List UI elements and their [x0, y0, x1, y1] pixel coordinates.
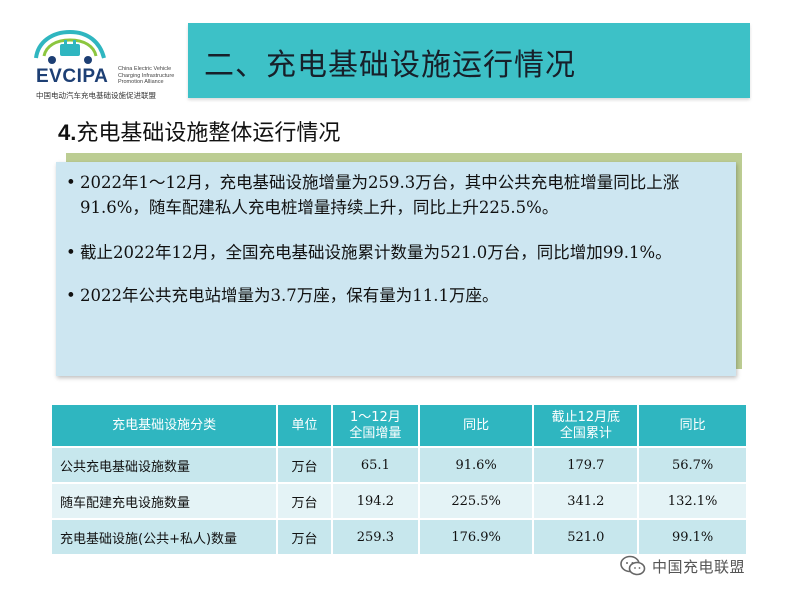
summary-panel: 2022年1～12月，充电基础设施增量为259.3万台，其中公共充电桩增量同比上… — [56, 162, 736, 376]
column-header: 同比 — [417, 403, 535, 448]
section-title: 4.充电基础设施整体运行情况 — [58, 115, 340, 147]
value-cell: 179.7 — [532, 446, 640, 484]
value-cell: 194.2 — [330, 482, 420, 520]
value-cell: 65.1 — [330, 446, 420, 484]
table-header-row: 充电基础设施分类 单位 1～12月 全国增量 同比 截止12月底 全国累计 同比 — [49, 403, 748, 448]
value-cell: 91.6% — [417, 446, 535, 484]
column-header: 充电基础设施分类 — [49, 403, 279, 448]
table-row: 随车配建充电设施数量 万台 194.2 225.5% 341.2 132.1% — [49, 482, 748, 520]
value-cell: 225.5% — [417, 482, 535, 520]
bullet-item: 2022年1～12月，充电基础设施增量为259.3万台，其中公共充电桩增量同比上… — [66, 170, 726, 220]
watermark-text: 中国充电联盟 — [652, 557, 746, 576]
category-cell: 充电基础设施(公共+私人)数量 — [49, 518, 279, 556]
wechat-watermark: 中国充电联盟 — [620, 553, 745, 579]
logo-chinese-name: 中国电动汽车充电基础设施促进联盟 — [36, 91, 156, 100]
table-row: 充电基础设施(公共+私人)数量 万台 259.3 176.9% 521.0 99… — [49, 518, 748, 556]
evcipa-logo: EVCIPA China Electric Vehicle Charging I… — [30, 20, 180, 104]
value-cell: 56.7% — [637, 446, 748, 484]
unit-cell: 万台 — [276, 518, 333, 556]
wechat-icon — [620, 555, 646, 576]
car-plug-icon — [34, 29, 106, 64]
bullet-list: 2022年1～12月，充电基础设施增量为259.3万台，其中公共充电桩增量同比上… — [56, 162, 736, 308]
table-row: 公共充电基础设施数量 万台 65.1 91.6% 179.7 56.7% — [49, 446, 748, 484]
value-cell: 341.2 — [532, 482, 640, 520]
statistics-table: 充电基础设施分类 单位 1～12月 全国增量 同比 截止12月底 全国累计 同比… — [49, 403, 748, 556]
section-number: 4. — [58, 120, 77, 145]
bullet-item: 截止2022年12月，全国充电基础设施累计数量为521.0万台，同比增加99.1… — [66, 240, 726, 265]
column-header: 单位 — [276, 403, 333, 448]
unit-cell: 万台 — [276, 482, 333, 520]
page-title: 二、充电基础设施运行情况 — [204, 48, 576, 83]
value-cell: 176.9% — [417, 518, 535, 556]
value-cell: 99.1% — [637, 518, 748, 556]
section-title-text: 充电基础设施整体运行情况 — [76, 121, 341, 146]
value-cell: 132.1% — [637, 482, 748, 520]
value-cell: 521.0 — [532, 518, 640, 556]
column-header: 1～12月 全国增量 — [330, 403, 420, 448]
logo-english-name: China Electric Vehicle Charging Infrastr… — [118, 66, 175, 85]
unit-cell: 万台 — [276, 446, 333, 484]
category-cell: 随车配建充电设施数量 — [49, 482, 279, 520]
logo-abbreviation: EVCIPA — [36, 66, 109, 87]
value-cell: 259.3 — [330, 518, 420, 556]
category-cell: 公共充电基础设施数量 — [49, 446, 279, 484]
bullet-item: 2022年公共充电站增量为3.7万座，保有量为11.1万座。 — [66, 283, 726, 308]
column-header: 同比 — [637, 403, 748, 448]
column-header: 截止12月底 全国累计 — [532, 403, 640, 448]
header-bar: 二、充电基础设施运行情况 — [188, 23, 750, 98]
